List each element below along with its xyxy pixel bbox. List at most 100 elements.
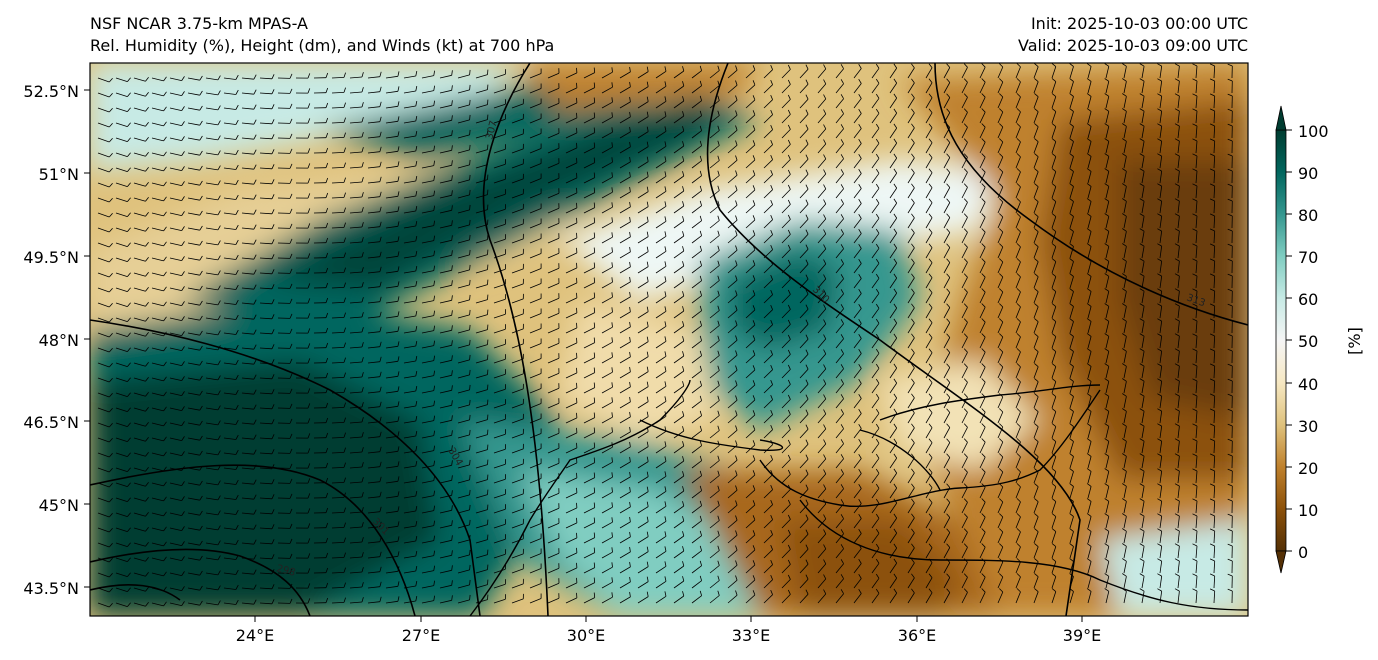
wind-barb (601, 311, 613, 319)
wind-barb-feather (752, 395, 756, 401)
wind-barb (1015, 96, 1021, 109)
wind-barb-feather (946, 183, 951, 188)
wind-barb (1105, 96, 1110, 109)
wind-barb-feather (1104, 468, 1110, 472)
wind-barb (97, 77, 110, 83)
wind-barb (925, 142, 933, 154)
wind-barb (511, 583, 524, 589)
wind-barb (583, 597, 595, 604)
wind-barb-feather (840, 199, 844, 204)
wind-barb-feather (699, 515, 702, 521)
wind-barb-feather (145, 167, 149, 172)
wind-barb (943, 427, 951, 439)
wind-barb (997, 231, 1004, 244)
wind-barb-feather (469, 249, 471, 255)
wind-barb (1051, 426, 1057, 439)
wind-barb-feather (646, 591, 649, 597)
wind-barb-feather (752, 290, 756, 296)
wind-barb-feather (217, 330, 221, 336)
wind-barb-feather (469, 429, 471, 435)
wind-barb (1159, 261, 1163, 274)
wind-barb-feather (1227, 438, 1233, 442)
wind-barb (1141, 276, 1145, 289)
wind-barb-feather (593, 382, 596, 388)
wind-barb (493, 358, 506, 364)
wind-barb (655, 355, 667, 364)
wind-barb-feather (253, 104, 257, 110)
wind-barb (259, 497, 273, 500)
wind-barb (403, 510, 416, 514)
wind-barb-feather (593, 457, 596, 463)
wind-barb-feather (823, 514, 827, 520)
wind-barb-feather (699, 65, 702, 71)
wind-barb-feather (108, 497, 113, 503)
wind-barb-feather (1174, 243, 1180, 247)
wind-barb-feather (235, 194, 239, 200)
wind-barb (115, 377, 128, 382)
wind-barb-feather (1016, 258, 1021, 263)
wind-barb-feather (893, 378, 898, 384)
wind-barb-feather (752, 575, 756, 581)
wind-barb (493, 433, 506, 439)
wind-barb-feather (307, 238, 311, 244)
wind-barb (493, 223, 506, 229)
wind-barb (637, 416, 649, 424)
wind-barb-feather (1122, 573, 1127, 577)
wind-barb (349, 271, 363, 274)
wind-barb-feather (1016, 378, 1021, 383)
wind-barb-feather (199, 135, 203, 141)
wind-barb (169, 587, 182, 591)
wind-barb (493, 463, 506, 469)
wind-barb (1051, 501, 1057, 514)
wind-barb (1141, 306, 1145, 319)
wind-barb-feather (253, 164, 257, 170)
wind-barb-feather (875, 348, 880, 354)
wind-barb (1213, 515, 1216, 529)
wind-barb (889, 547, 898, 559)
wind-barb-feather (1227, 243, 1233, 247)
wind-barb (817, 113, 827, 124)
wind-barb-feather (823, 424, 827, 430)
wind-barb-feather (307, 178, 311, 184)
wind-barb (583, 282, 595, 289)
wind-barb (709, 520, 720, 529)
wind-barb (655, 535, 667, 544)
wind-barb (655, 490, 667, 499)
wind-barb (907, 487, 915, 499)
wind-barb (619, 236, 631, 244)
wind-barb-feather (343, 432, 346, 438)
wind-barb-feather (1069, 228, 1074, 232)
wind-barb (763, 444, 773, 454)
wind-barb-feather (1192, 243, 1198, 247)
wind-barb-feather (717, 500, 720, 506)
wind-barb-feather (1051, 198, 1057, 202)
wind-barb-feather (699, 230, 702, 236)
wind-barb (817, 563, 827, 574)
wind-barb (367, 106, 380, 109)
wind-barb-feather (629, 111, 631, 117)
wind-barb (1051, 171, 1057, 184)
wind-barb-feather (199, 105, 203, 111)
wind-barb (979, 337, 986, 349)
wind-barb-feather (307, 163, 311, 169)
wind-barb (745, 489, 756, 499)
wind-barb-feather (946, 498, 951, 503)
wind-barb-feather (805, 364, 809, 370)
colorbar-tick: 70 (1298, 248, 1318, 267)
wind-barb (619, 341, 631, 349)
wind-barb-feather (981, 468, 986, 473)
wind-barb (1015, 546, 1021, 559)
wind-barb-feather (1157, 123, 1162, 127)
wind-barb (1105, 201, 1110, 214)
wind-barb (223, 407, 236, 410)
wind-barb-feather (1086, 318, 1092, 322)
wind-barb-feather (289, 88, 293, 94)
wind-barb (385, 90, 398, 94)
wind-barb (601, 461, 613, 469)
wind-barb-feather (1192, 363, 1198, 367)
wind-barb (745, 159, 756, 169)
wind-barb-feather (629, 141, 631, 147)
wind-barb-feather (325, 237, 329, 243)
wind-barb (439, 104, 452, 109)
wind-barb-feather (469, 69, 471, 75)
